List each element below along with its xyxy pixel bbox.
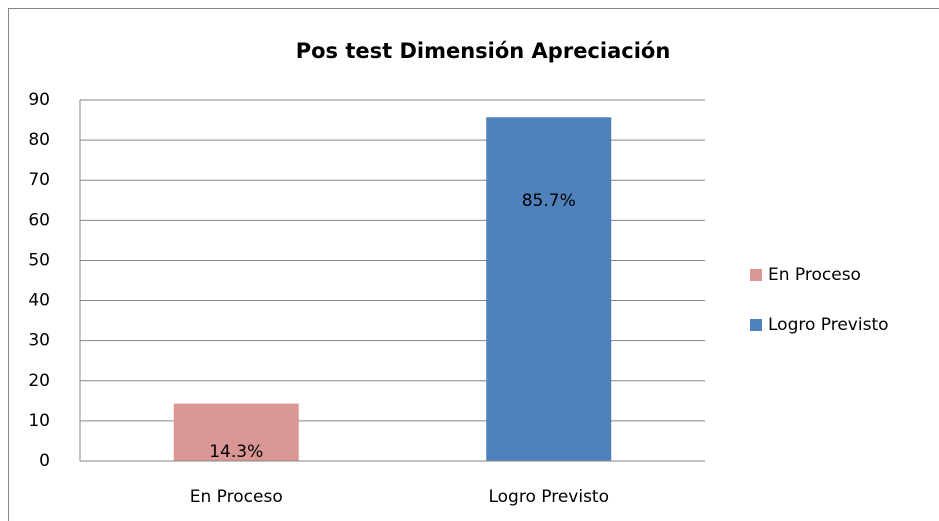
legend-swatch xyxy=(750,319,762,331)
y-tick-label: 80 xyxy=(28,130,50,150)
legend-label: En Proceso xyxy=(768,265,861,285)
legend-label: Logro Previsto xyxy=(768,315,889,335)
data-label: 85.7% xyxy=(522,191,576,211)
y-tick-label: 90 xyxy=(28,90,50,110)
bar xyxy=(173,403,299,461)
x-tick-label: Logro Previsto xyxy=(488,487,609,507)
y-tick-label: 0 xyxy=(39,451,50,471)
y-tick-label: 70 xyxy=(28,170,50,190)
legend-swatch xyxy=(750,269,762,281)
x-tick-label: En Proceso xyxy=(190,487,283,507)
y-tick-label: 50 xyxy=(28,250,50,270)
bar xyxy=(486,117,612,462)
chart-title: Pos test Dimensión Apreciación xyxy=(296,39,671,63)
y-tick-label: 20 xyxy=(28,371,50,391)
data-label: 14.3% xyxy=(209,442,263,462)
y-tick-label: 10 xyxy=(28,411,50,431)
y-tick-label: 40 xyxy=(28,291,50,311)
chart-border xyxy=(8,8,939,521)
y-tick-label: 60 xyxy=(28,210,50,230)
y-tick-label: 30 xyxy=(28,331,50,351)
